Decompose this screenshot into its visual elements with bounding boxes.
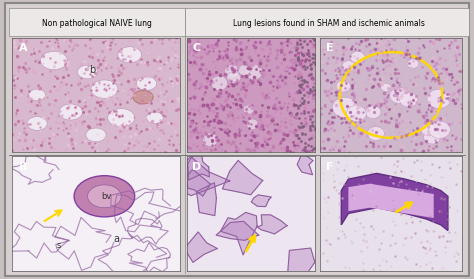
Circle shape: [246, 119, 258, 129]
Circle shape: [91, 80, 118, 98]
Polygon shape: [171, 157, 230, 196]
Circle shape: [118, 47, 141, 63]
Circle shape: [246, 64, 263, 80]
Circle shape: [27, 117, 47, 130]
Text: C: C: [192, 43, 201, 53]
Polygon shape: [251, 195, 272, 207]
Text: Lung lesions found in SHAM and ischemic animals: Lung lesions found in SHAM and ischemic …: [233, 19, 424, 28]
Circle shape: [227, 72, 241, 84]
Text: A: A: [18, 43, 27, 53]
Circle shape: [381, 83, 391, 91]
Circle shape: [390, 88, 410, 104]
Circle shape: [332, 97, 357, 118]
Polygon shape: [222, 160, 263, 195]
Circle shape: [74, 176, 135, 217]
Circle shape: [211, 76, 228, 90]
Circle shape: [40, 51, 67, 70]
Polygon shape: [257, 215, 287, 234]
Circle shape: [427, 89, 451, 109]
Circle shape: [407, 59, 419, 68]
Text: D: D: [192, 162, 201, 172]
Polygon shape: [220, 212, 257, 255]
Circle shape: [203, 133, 218, 146]
Text: a: a: [113, 234, 119, 244]
Polygon shape: [288, 248, 315, 279]
Text: Non pathological NAIVE lung: Non pathological NAIVE lung: [42, 19, 152, 28]
Circle shape: [86, 128, 106, 142]
Circle shape: [77, 65, 98, 79]
Polygon shape: [216, 221, 259, 240]
Text: F: F: [326, 162, 333, 172]
Text: b: b: [90, 65, 96, 75]
Circle shape: [238, 65, 250, 76]
Circle shape: [243, 104, 254, 114]
Circle shape: [137, 76, 156, 90]
Circle shape: [59, 104, 82, 120]
Circle shape: [428, 121, 450, 138]
Circle shape: [346, 105, 366, 121]
Circle shape: [350, 51, 365, 63]
Bar: [9, 8, 185, 36]
Circle shape: [336, 80, 350, 92]
Polygon shape: [197, 183, 217, 216]
Circle shape: [421, 124, 436, 136]
Circle shape: [225, 65, 239, 78]
Text: E: E: [326, 43, 333, 53]
Polygon shape: [188, 148, 210, 180]
Polygon shape: [297, 153, 313, 175]
Polygon shape: [186, 169, 210, 196]
Circle shape: [365, 106, 381, 119]
Circle shape: [400, 92, 418, 107]
Circle shape: [146, 112, 163, 123]
Circle shape: [133, 90, 153, 104]
Circle shape: [342, 61, 355, 71]
Text: B: B: [18, 162, 27, 172]
Polygon shape: [348, 184, 434, 218]
Circle shape: [88, 185, 121, 208]
Bar: [185, 8, 469, 36]
Circle shape: [108, 109, 135, 127]
Text: s: s: [57, 241, 61, 250]
Polygon shape: [184, 232, 217, 262]
Circle shape: [367, 127, 384, 140]
Circle shape: [29, 89, 46, 101]
Text: bv: bv: [101, 192, 111, 201]
Circle shape: [424, 131, 440, 144]
Polygon shape: [341, 174, 448, 230]
